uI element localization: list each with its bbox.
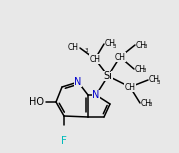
Text: CH: CH [136, 41, 147, 50]
Text: CH: CH [125, 82, 136, 91]
Text: CH: CH [141, 99, 152, 108]
Text: CH: CH [105, 39, 116, 49]
Text: CH: CH [115, 52, 125, 62]
Text: 3: 3 [144, 45, 147, 50]
Text: 3: 3 [143, 69, 146, 73]
Text: CH: CH [135, 65, 146, 73]
Text: 3: 3 [149, 103, 153, 108]
Text: CH: CH [68, 43, 79, 52]
Text: F: F [61, 136, 67, 146]
Text: 3: 3 [157, 80, 161, 84]
Text: N: N [74, 77, 82, 87]
Text: CH: CH [149, 75, 160, 84]
Text: N: N [92, 90, 100, 100]
Text: 3: 3 [85, 47, 88, 52]
Text: 3: 3 [113, 43, 117, 49]
Text: CH: CH [90, 54, 100, 63]
Text: Si: Si [104, 71, 112, 81]
Text: HO: HO [29, 97, 44, 107]
